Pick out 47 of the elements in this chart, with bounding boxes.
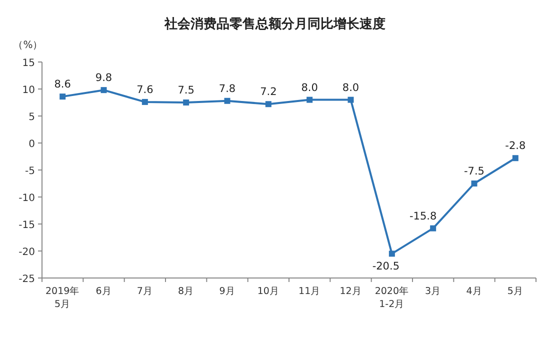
y-tick-label: 10 <box>22 85 35 96</box>
y-tick-label: 5 <box>28 112 35 123</box>
y-tick-label: -25 <box>18 274 35 285</box>
point <box>142 98 148 105</box>
data-label: 8.0 <box>301 82 318 94</box>
x-tick-label: 8月 <box>178 286 194 297</box>
x-tick-label: 2019年 5月 <box>45 285 80 310</box>
point <box>60 94 66 100</box>
point <box>265 101 272 108</box>
x-tick-label: 6月 <box>96 286 112 297</box>
point <box>224 98 230 104</box>
data-label: 8.6 <box>54 78 72 91</box>
point <box>388 250 395 257</box>
point <box>430 225 436 232</box>
y-tick-label: -5 <box>25 166 35 177</box>
x-tick-label: 2020年 1-2月 <box>374 285 410 310</box>
x-tick-label: 5月 <box>507 286 524 297</box>
point <box>348 96 354 103</box>
point <box>306 96 313 103</box>
data-label: -20.5 <box>372 260 400 273</box>
point <box>183 100 190 106</box>
x-tick-label: 9月 <box>219 286 236 297</box>
data-label: -7.5 <box>464 166 484 178</box>
data-label: 9.8 <box>95 72 112 84</box>
y-tick-label: -15 <box>18 220 35 231</box>
point <box>512 155 518 162</box>
data-label: 7.5 <box>178 84 194 96</box>
point <box>471 180 478 186</box>
y-tick-label: -10 <box>18 193 35 204</box>
x-tick-label: 10月 <box>257 286 280 297</box>
data-label: 8.0 <box>342 82 360 94</box>
chart-title: 社会消费品零售总额分月同比增长速度 <box>164 16 386 32</box>
y-axis-title: （%） <box>13 40 43 51</box>
x-tick-label: 12月 <box>340 286 362 297</box>
y-tick-label: -20 <box>18 247 35 258</box>
data-label: 7.6 <box>136 84 154 96</box>
data-label: 7.2 <box>260 86 277 98</box>
y-tick-label: 0 <box>28 139 35 150</box>
x-tick-label: 4月 <box>466 286 482 297</box>
x-tick-label: 7月 <box>136 286 153 297</box>
data-label: 7.8 <box>218 82 236 95</box>
x-tick-label: 3月 <box>425 286 442 297</box>
point <box>100 87 107 94</box>
data-label: -2.8 <box>505 140 526 152</box>
x-tick-label: 11月 <box>298 286 321 297</box>
y-tick-label: 15 <box>22 58 35 69</box>
data-label: -15.8 <box>409 210 437 222</box>
